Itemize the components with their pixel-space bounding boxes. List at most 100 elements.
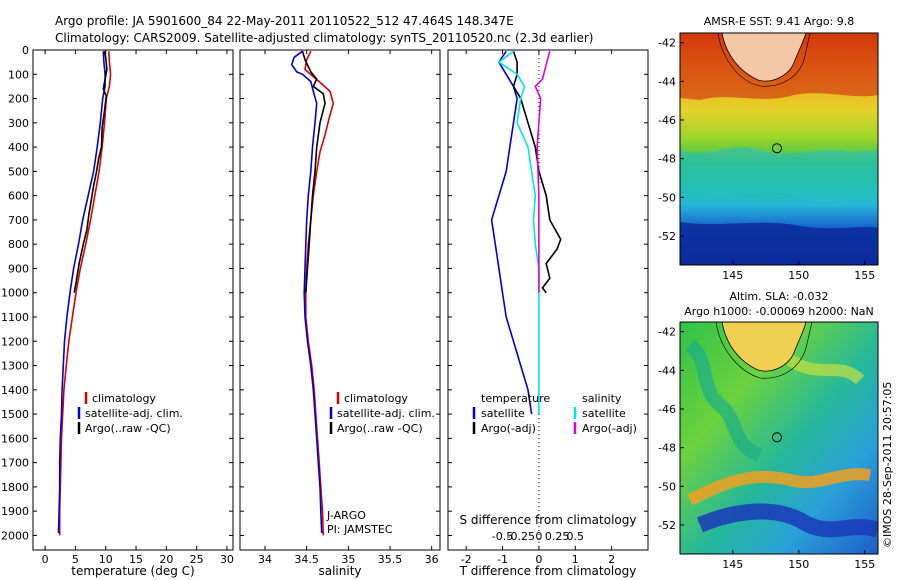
x-tick-label: 34 — [258, 553, 272, 566]
legend-label-t-argo: Argo(-adj) — [481, 422, 536, 435]
lat-tick-label: -50 — [658, 191, 676, 204]
temperature-plot: 0 5 10 15 20 25 30 — [42, 50, 234, 566]
s-tick-label: -0.25 — [506, 530, 534, 543]
jargo-annotation: J-ARGO — [326, 509, 366, 522]
series-line-argo — [73, 51, 108, 293]
x-tick-label: 35 — [341, 553, 355, 566]
depth-axis: 0 100 200 300 400 500 600 700 800 900 1000 1100 1200… — [1, 44, 648, 542]
coast-contour — [717, 33, 811, 87]
lat-tick-label: -44 — [658, 364, 676, 377]
lat-tick-label: -42 — [658, 326, 676, 339]
x-tick-label: 36 — [425, 553, 439, 566]
s-tick-label: 0.5 — [567, 530, 585, 543]
depth-tick-label: 1300 — [1, 360, 29, 373]
depth-tick-label: 400 — [8, 141, 29, 154]
tasmania-land — [721, 33, 807, 82]
lat-tick-label: -46 — [658, 403, 676, 416]
temperature-axis-label: temperature (deg C) — [71, 564, 194, 578]
lon-tick-label: 145 — [722, 269, 743, 282]
x-tick-label: 0 — [535, 553, 542, 566]
pi-annotation: PI: JAMSTEC — [327, 523, 393, 536]
salinity-plot: 34 34.5 35 35.5 36 — [258, 50, 439, 566]
sla-map-subtitle: Argo h1000: -0.00069 h2000: NaN — [684, 305, 874, 318]
cold-water-band — [680, 222, 878, 265]
x-tick-label: 15 — [129, 553, 143, 566]
lat-tick-label: -44 — [658, 75, 676, 88]
sla-high-band — [687, 468, 871, 506]
legend-label-argo: Argo(..raw -QC) — [337, 422, 423, 435]
difference-plot: -2 -1 0 1 2 -0.5-0.25 0 0.250.5 — [461, 50, 615, 566]
lat-tick-label: -46 — [658, 114, 676, 127]
series-line-s-satellite — [497, 50, 540, 415]
lon-tick-label: 155 — [854, 269, 875, 282]
tasmania-land — [721, 322, 807, 372]
argo-location-marker — [771, 432, 782, 443]
series-line-t-argo — [512, 50, 562, 294]
x-tick-label: 10 — [99, 553, 113, 566]
depth-tick-label: 800 — [8, 238, 29, 251]
legend-title-temperature: temperature — [481, 392, 550, 405]
x-tick-label: 0 — [42, 553, 49, 566]
depth-tick-label: 1200 — [1, 335, 29, 348]
lat-tick-label: -50 — [658, 480, 676, 493]
lon-tick-label: 150 — [788, 558, 809, 571]
lat-tick-label: -48 — [658, 442, 676, 455]
sla-map-title: Altim. SLA: -0.032 — [729, 290, 828, 303]
series-line-satellite — [57, 51, 106, 534]
sst-map-axes: 145 150 155 -42 -44 -46 -48 -50 -52 — [658, 37, 875, 282]
sst-map — [680, 33, 878, 265]
lat-tick-label: -42 — [658, 37, 676, 50]
difference-panel-frame — [447, 49, 649, 551]
s-tick-label: 0 — [535, 530, 542, 543]
series-line-argo — [301, 50, 326, 293]
x-tick-label: 35.5 — [378, 553, 403, 566]
lon-tick-label: 145 — [722, 558, 743, 571]
depth-tick-label: 1800 — [1, 481, 29, 494]
depth-tick-label: 700 — [8, 214, 29, 227]
legend-label-satellite: satellite-adj. clim. — [337, 407, 435, 420]
salinity-legend: climatology satellite-adj. clim. Argo(..… — [329, 392, 435, 435]
sla-map-axes: 145 150 155 -42 -44 -46 -48 -50 -52 — [658, 326, 875, 571]
series-line-t-satellite — [490, 50, 533, 415]
depth-tick-label: 900 — [8, 262, 29, 275]
coast-contour — [715, 322, 813, 379]
depth-tick-label: 200 — [8, 93, 29, 106]
depth-tick-label: 600 — [8, 190, 29, 203]
depth-tick-label: 300 — [8, 117, 29, 130]
depth-tick-label: 100 — [8, 68, 29, 81]
sla-low-band — [696, 503, 878, 538]
sla-eddy-band — [685, 339, 763, 462]
sst-map-title: AMSR-E SST: 9.41 Argo: 9.8 — [704, 15, 855, 28]
lat-tick-label: -52 — [658, 519, 676, 532]
sla-ridge — [786, 354, 865, 385]
lon-tick-label: 150 — [788, 269, 809, 282]
legend-title-salinity: salinity — [582, 392, 622, 405]
salinity-panel-frame — [239, 49, 441, 551]
depth-tick-label: 2000 — [1, 529, 29, 542]
legend-label-t-satellite: satellite — [481, 407, 525, 420]
x-tick-label: 2 — [608, 553, 615, 566]
legend-label-s-satellite: satellite — [582, 407, 626, 420]
x-tick-label: 1 — [572, 553, 579, 566]
series-line-climatology — [58, 51, 112, 536]
x-tick-label: -1 — [497, 553, 508, 566]
temperature-panel-frame — [32, 49, 234, 551]
depth-tick-label: 1900 — [1, 505, 29, 518]
depth-tick-label: 1100 — [1, 311, 29, 324]
mid-water-band — [680, 147, 878, 203]
temperature-legend: climatology satellite-adj. clim. Argo(..… — [77, 392, 183, 435]
header-line-1: Argo profile: JA 5901600_84 22-May-2011 … — [55, 14, 514, 28]
legend-label-s-argo: Argo(-adj) — [582, 422, 637, 435]
s-tick-label: 0.25 — [545, 530, 570, 543]
depth-tick-label: 1700 — [1, 457, 29, 470]
lon-tick-label: 155 — [854, 558, 875, 571]
depth-tick-label: 500 — [8, 165, 29, 178]
difference-legend: temperature salinity satellite Argo(-adj… — [472, 392, 637, 435]
salinity-axis-label: salinity — [318, 564, 361, 578]
lat-tick-label: -52 — [658, 230, 676, 243]
t-difference-axis-label: T difference from climatology — [459, 564, 637, 578]
sst-map-frame — [679, 32, 879, 266]
argo-location-marker — [771, 143, 782, 154]
legend-label-climatology: climatology — [344, 392, 408, 405]
